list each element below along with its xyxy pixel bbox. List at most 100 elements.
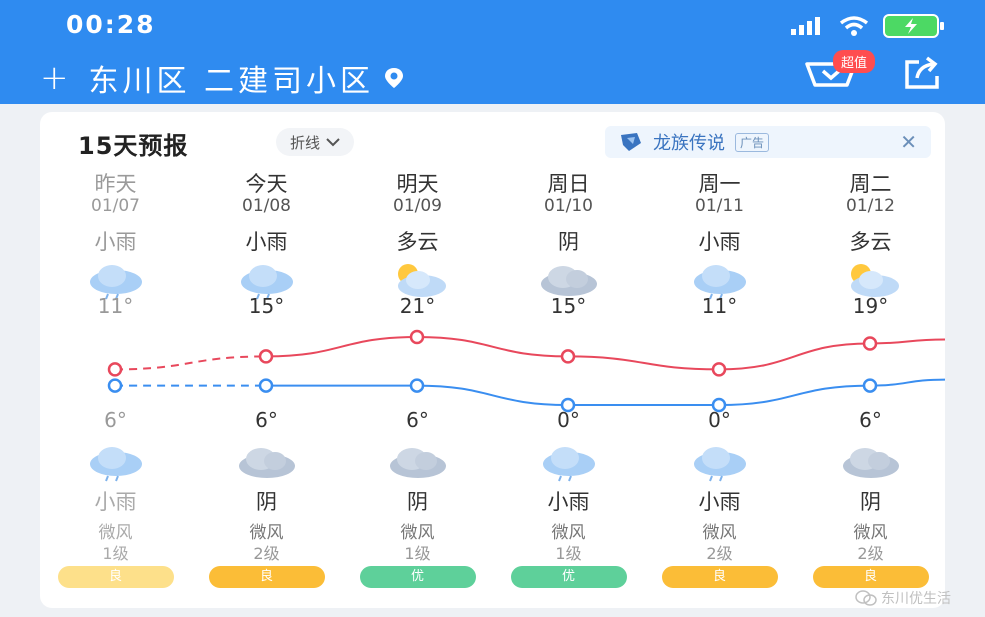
wind-label: 微风 <box>551 523 586 543</box>
rain-icon <box>542 447 595 482</box>
night-weather-label: 阴 <box>256 490 277 514</box>
rain-icon <box>89 447 142 482</box>
temp-point <box>711 362 727 377</box>
wind-level-label: 2级 <box>706 544 733 563</box>
temp-point <box>711 397 727 413</box>
night-weather-label: 小雨 <box>547 490 590 514</box>
aqi-badge[interactable]: 良 <box>812 566 929 588</box>
rain-icon <box>693 447 746 482</box>
wind-level-label: 1级 <box>102 544 129 563</box>
wind-level-label: 1级 <box>555 544 582 563</box>
low-temp-label: 6° <box>406 408 429 432</box>
low-temp-label: 0° <box>708 408 731 432</box>
temperature-chart <box>107 329 945 413</box>
partly-cloudy-icon <box>850 264 899 297</box>
day-weather-label: 小雨 <box>245 230 288 254</box>
date-label: 01/09 <box>393 196 442 216</box>
wind-level-label: 2级 <box>253 544 280 563</box>
temp-point <box>258 349 274 364</box>
overcast-icon <box>842 448 899 478</box>
day-weather-label: 多云 <box>849 230 892 254</box>
aqi-badge[interactable]: 优 <box>510 566 627 588</box>
ad-close-button[interactable]: ✕ <box>900 130 917 154</box>
wind-label: 微风 <box>249 523 284 543</box>
low-temp-label: 6° <box>859 408 882 432</box>
promo-badge: 超值 <box>833 50 876 73</box>
night-weather-label: 小雨 <box>698 490 741 514</box>
temp-point <box>409 329 425 345</box>
aqi-badge[interactable]: 良 <box>208 566 325 588</box>
night-weather-label: 阴 <box>407 490 428 514</box>
partly-cloudy-icon <box>397 264 446 297</box>
overcast-icon <box>540 266 597 296</box>
date-label: 01/11 <box>695 196 744 216</box>
wind-label: 微风 <box>702 523 737 543</box>
day-label: 周一 <box>698 172 741 196</box>
wind-label: 微风 <box>98 523 133 543</box>
day-weather-label: 小雨 <box>698 230 741 254</box>
wind-level-label: 2级 <box>857 544 884 563</box>
temp-point <box>560 397 576 413</box>
temp-line-segment <box>416 336 569 358</box>
night-weather-label: 阴 <box>860 490 881 514</box>
share-icon[interactable] <box>903 56 941 90</box>
temp-line-segment <box>718 384 871 406</box>
temp-line-segment <box>869 338 945 345</box>
ad-banner[interactable]: 龙族传说 广告 ✕ <box>605 126 931 158</box>
overcast-icon <box>389 448 446 478</box>
forecast-day-column[interactable]: 明天 01/09 多云 21° 6° 阴微风 1级优 <box>342 168 493 588</box>
forecast-day-column[interactable]: 周二 01/12 多云 19° 6° 阴微风 2级良 <box>795 168 945 588</box>
rain-icon <box>693 265 746 300</box>
aqi-badge[interactable]: 良 <box>661 566 778 588</box>
wind-label: 微风 <box>400 523 435 543</box>
header-actions: 超值 <box>803 50 941 92</box>
high-temp-label: 11° <box>97 294 134 318</box>
app-header: 00:28 + 东川区 二建司小区 超值 <box>0 0 985 104</box>
temp-line-segment <box>114 355 267 371</box>
forecast-day-column[interactable]: 周日 01/10 阴 15° 0° 小雨 微风 1级优 <box>493 168 644 588</box>
high-temp-label: 21° <box>399 294 436 318</box>
night-weather-label: 小雨 <box>94 490 137 514</box>
shop-button[interactable]: 超值 <box>803 50 876 92</box>
ad-text: 龙族传说 <box>653 133 725 154</box>
wind-level-label: 1级 <box>404 544 431 563</box>
night-icon-wrap <box>82 438 150 482</box>
aqi-badge[interactable]: 良 <box>57 566 174 588</box>
temp-point <box>560 349 576 364</box>
low-temp-label: 0° <box>557 408 580 432</box>
day-label: 今天 <box>245 172 288 196</box>
date-label: 01/07 <box>91 196 140 216</box>
location-selector[interactable]: + 东川区 二建司小区 <box>40 56 404 100</box>
high-temp-label: 15° <box>550 294 587 318</box>
location-pin-icon <box>385 68 404 88</box>
wind-label: 微风 <box>853 523 888 543</box>
day-label: 明天 <box>396 172 439 196</box>
night-icon-wrap <box>837 438 905 482</box>
chart-mode-select[interactable]: 折线 <box>276 128 355 156</box>
day-label: 周日 <box>547 172 590 196</box>
aqi-badge[interactable]: 优 <box>359 566 476 588</box>
rain-icon <box>89 265 142 300</box>
high-temp-label: 15° <box>248 294 285 318</box>
location-name: 东川区 二建司小区 <box>88 64 375 99</box>
day-label: 周二 <box>849 172 892 196</box>
forecast-day-column[interactable]: 周一 01/11 小雨 11° 0° 小雨微风 2级良 <box>644 168 795 588</box>
forecast-day-column[interactable]: 今天 01/08 小雨 15° 6° 阴微风 2级良 <box>191 168 342 588</box>
day-weather-label: 多云 <box>396 230 439 254</box>
night-icon-wrap <box>233 438 301 482</box>
high-temp-label: 19° <box>852 294 889 318</box>
wifi-icon <box>839 16 869 36</box>
high-temp-label: 11° <box>701 294 738 318</box>
temp-point <box>107 362 123 377</box>
forecast-day-column[interactable]: 昨天 01/07 小雨 11° 6° 小雨 微风 1级良 <box>40 168 191 588</box>
chart-mode-label: 折线 <box>290 133 321 152</box>
day-weather-label: 小雨 <box>94 230 137 254</box>
temp-line-segment <box>869 378 945 387</box>
battery-charging-icon <box>883 14 944 38</box>
watermark: 东川优生活 <box>855 588 951 608</box>
temp-point <box>862 336 878 351</box>
add-city-icon[interactable]: + <box>40 58 73 98</box>
overcast-icon <box>238 448 295 478</box>
watermark-text: 东川优生活 <box>881 591 951 607</box>
date-label: 01/08 <box>242 196 291 216</box>
